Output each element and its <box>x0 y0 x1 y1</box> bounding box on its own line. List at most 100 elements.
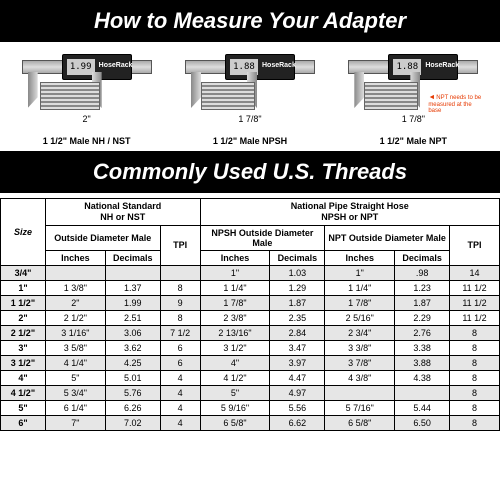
table-cell: 5.44 <box>395 400 450 415</box>
table-cell: 3.06 <box>105 325 160 340</box>
table-cell: 8 <box>160 310 200 325</box>
table-cell: 4 1/2" <box>200 370 270 385</box>
table-cell: 5 7/16" <box>325 400 395 415</box>
caliper: 1.88HoseRack1 7/8"1 1/2" Male NPSH <box>185 52 315 146</box>
caliper-graphic: 1.99HoseRack <box>22 52 152 112</box>
table-cell: 3 1/2" <box>200 340 270 355</box>
npt-note: NPT needs to be measured at the base <box>428 94 483 115</box>
caliper-dimension: 1 7/8" <box>402 114 425 124</box>
th-tpi1: TPI <box>160 225 200 265</box>
table-cell: 1.87 <box>395 295 450 310</box>
table-cell: 3.88 <box>395 355 450 370</box>
table-cell: 4 3/8" <box>325 370 395 385</box>
table-cell: 4.38 <box>395 370 450 385</box>
table-cell: 8 <box>450 325 500 340</box>
table-cell: 1" <box>1 280 46 295</box>
table-cell: 3 1/16" <box>45 325 105 340</box>
table-cell: 2" <box>45 295 105 310</box>
header-1: How to Measure Your Adapter <box>0 0 500 42</box>
table-cell: 7 1/2 <box>160 325 200 340</box>
table-cell: 1 7/8" <box>325 295 395 310</box>
table-cell: 3" <box>1 340 46 355</box>
table-cell: 1.03 <box>270 265 325 280</box>
table-row: 4"5"5.0144 1/2"4.474 3/8"4.388 <box>1 370 500 385</box>
th-dec2: Decimals <box>270 250 325 265</box>
table-cell: 2.29 <box>395 310 450 325</box>
table-cell: 4" <box>1 370 46 385</box>
table-cell: 1 1/4" <box>325 280 395 295</box>
table-cell <box>45 265 105 280</box>
table-row: 2 1/2"3 1/16"3.067 1/22 13/16"2.842 3/4"… <box>1 325 500 340</box>
caliper-dimension: 1 7/8" <box>238 114 261 124</box>
table-cell: 5.01 <box>105 370 160 385</box>
caliper: 1.99HoseRack 2" 1 1/2" Male NH / NST <box>22 52 152 146</box>
table-cell: 5" <box>45 370 105 385</box>
table-cell: 4.97 <box>270 385 325 400</box>
table-cell: 1" <box>325 265 395 280</box>
th-npt: NPT Outside Diameter Male <box>325 225 450 250</box>
th-size: Size <box>1 199 46 266</box>
table-cell: 6 5/8" <box>325 415 395 430</box>
table-cell <box>325 385 395 400</box>
table-cell: 7" <box>45 415 105 430</box>
table-cell: 11 1/2 <box>450 295 500 310</box>
table-cell: 9 <box>160 295 200 310</box>
table-cell: 5 3/4" <box>45 385 105 400</box>
table-cell: 3 5/8" <box>45 340 105 355</box>
table-cell: 1.99 <box>105 295 160 310</box>
table-cell: 4.25 <box>105 355 160 370</box>
table-row: 3"3 5/8"3.6263 1/2"3.473 3/8"3.388 <box>1 340 500 355</box>
table-row: 3 1/2"4 1/4"4.2564"3.973 7/8"3.888 <box>1 355 500 370</box>
table-cell: 3.38 <box>395 340 450 355</box>
caliper-label: 1 1/2" Male NPSH <box>213 136 287 146</box>
table-cell: 1 1/2" <box>1 295 46 310</box>
th-group1: National StandardNH or NST <box>45 199 200 226</box>
table-cell: 4 <box>160 370 200 385</box>
table-cell: 1" <box>200 265 270 280</box>
table-cell: 3 3/8" <box>325 340 395 355</box>
table-cell: .98 <box>395 265 450 280</box>
th-in2: Inches <box>200 250 270 265</box>
table-cell: 6 1/4" <box>45 400 105 415</box>
caliper-dimension: 2" <box>83 114 91 124</box>
table-cell: 2.51 <box>105 310 160 325</box>
table-cell: 5.76 <box>105 385 160 400</box>
table-cell: 11 1/2 <box>450 280 500 295</box>
header-2: Commonly Used U.S. Threads <box>0 151 500 193</box>
th-group2: National Pipe Straight HoseNPSH or NPT <box>200 199 499 226</box>
table-cell: 2 1/2" <box>45 310 105 325</box>
th-tpi2: TPI <box>450 225 500 265</box>
table-cell: 6.50 <box>395 415 450 430</box>
table-cell: 8 <box>450 355 500 370</box>
th-dec3: Decimals <box>395 250 450 265</box>
table-cell: 2 1/2" <box>1 325 46 340</box>
table-cell: 2.35 <box>270 310 325 325</box>
table-cell: 2 5/16" <box>325 310 395 325</box>
table-cell: 5" <box>200 385 270 400</box>
table-cell: 4 1/2" <box>1 385 46 400</box>
table-cell: 11 1/2 <box>450 310 500 325</box>
caliper-label: 1 1/2" Male NH / NST <box>43 136 131 146</box>
table-cell: 5 9/16" <box>200 400 270 415</box>
table-cell: 1.29 <box>270 280 325 295</box>
table-cell: 5" <box>1 400 46 415</box>
table-cell: 8 <box>450 415 500 430</box>
table-cell: 8 <box>160 280 200 295</box>
table-cell: 1.23 <box>395 280 450 295</box>
table-cell: 6 <box>160 355 200 370</box>
table-cell: 6 <box>160 340 200 355</box>
table-cell: 2 3/8" <box>200 310 270 325</box>
table-cell: 4" <box>200 355 270 370</box>
table-cell <box>160 265 200 280</box>
table-cell: 3/4" <box>1 265 46 280</box>
table-cell: 3 7/8" <box>325 355 395 370</box>
th-odm1: Outside Diameter Male <box>45 225 160 250</box>
table-cell: 2" <box>1 310 46 325</box>
table-cell: 1 7/8" <box>200 295 270 310</box>
table-cell: 14 <box>450 265 500 280</box>
caliper-graphic: 1.88HoseRackNPT needs to be measured at … <box>348 52 478 112</box>
th-in1: Inches <box>45 250 105 265</box>
table-row: 1"1 3/8"1.3781 1/4"1.291 1/4"1.2311 1/2 <box>1 280 500 295</box>
table-cell: 3.47 <box>270 340 325 355</box>
table-row: 2"2 1/2"2.5182 3/8"2.352 5/16"2.2911 1/2 <box>1 310 500 325</box>
